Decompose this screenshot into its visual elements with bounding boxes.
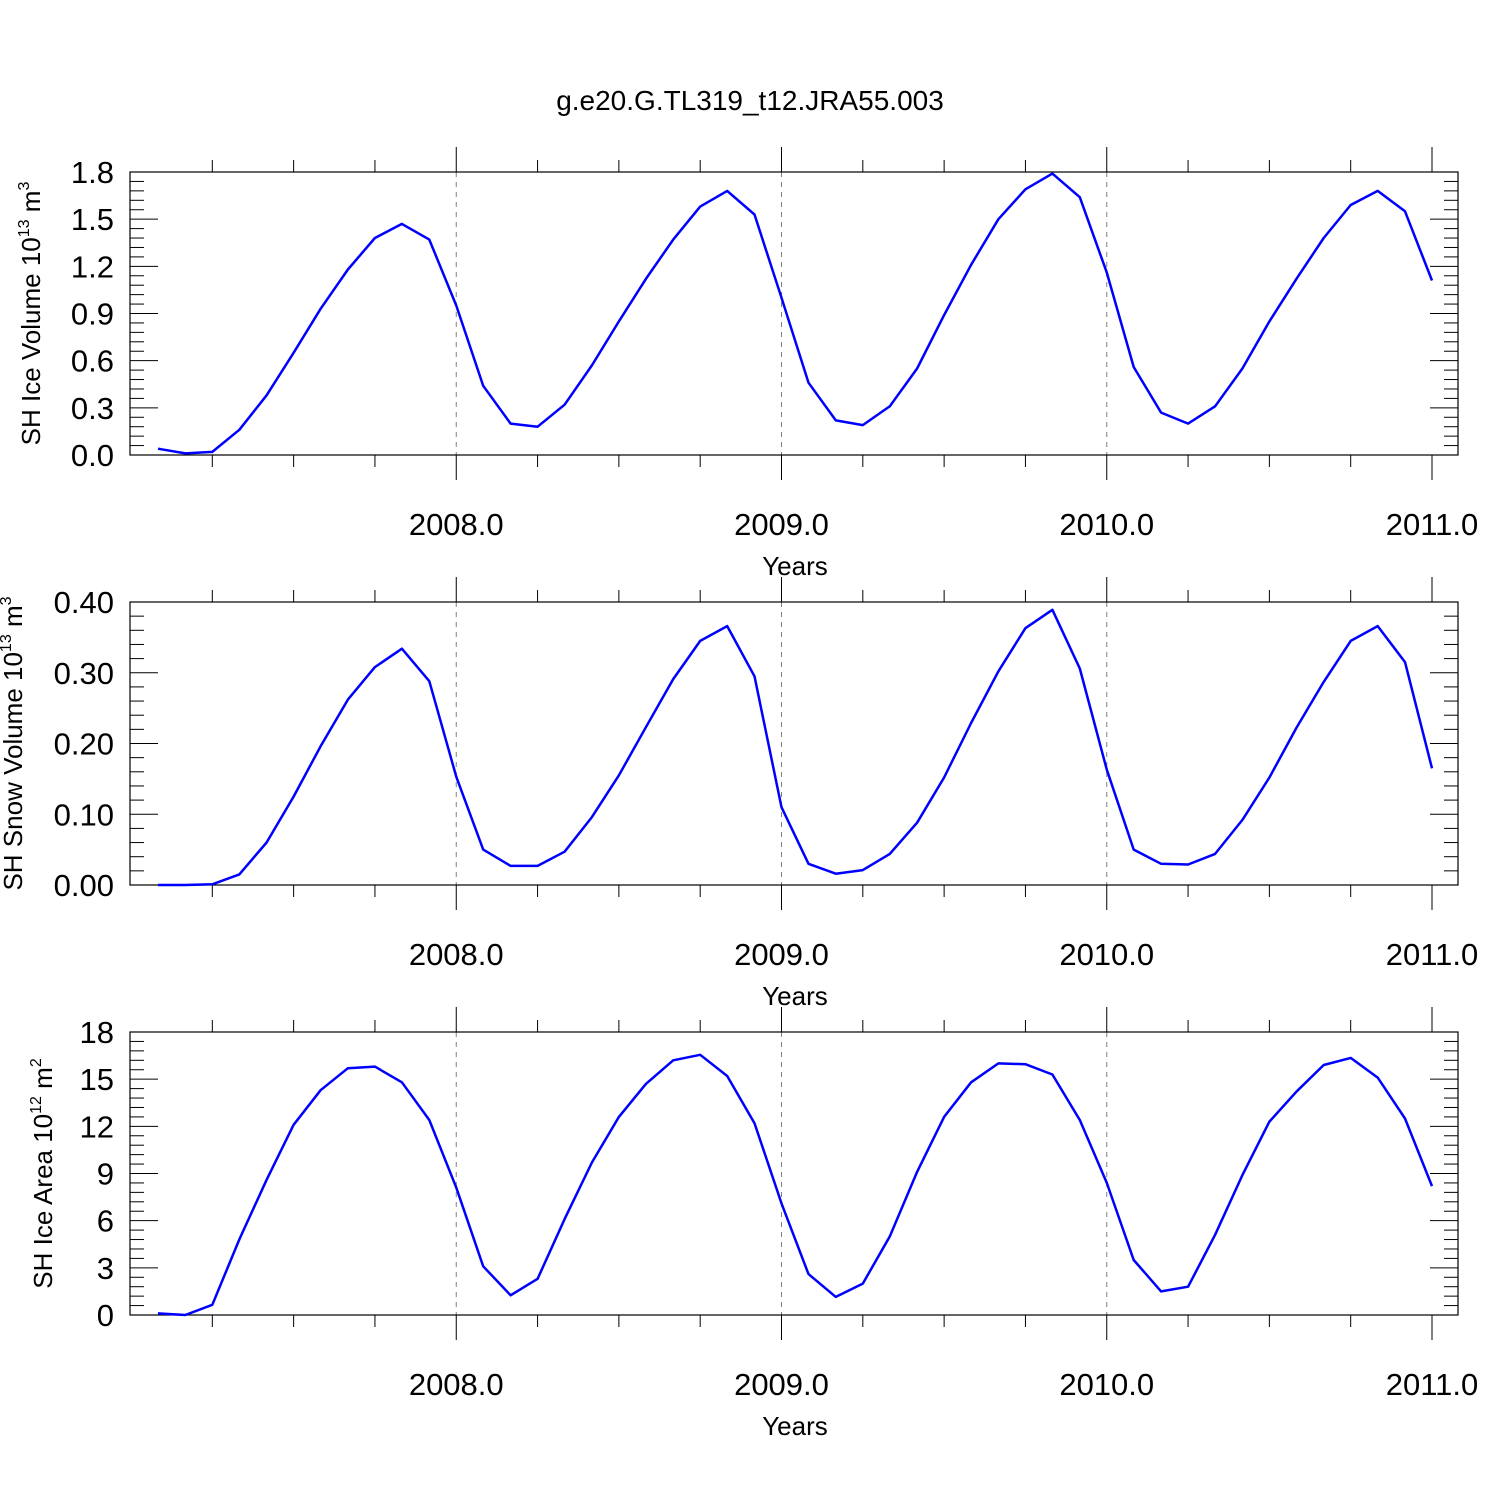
x-tick-label: 2008.0 — [409, 507, 504, 542]
y-axis-label: SH Snow Volume 1013 m3 — [0, 596, 28, 890]
x-tick-label: 2010.0 — [1059, 1367, 1154, 1402]
y-tick-label: 6 — [97, 1204, 114, 1239]
y-tick-label: 18 — [80, 1015, 114, 1050]
series-line — [158, 608, 1434, 887]
chart-panel-3: 2008.0 2009.0 2010.0 2011.0 Years 0 3 6 9 12 15 18 S… — [28, 1007, 1478, 1441]
y-axis-label: SH Ice Area 1012 m2 — [28, 1058, 58, 1289]
y-tick-label: 0.40 — [54, 585, 114, 620]
y-axis-label-text: SH Ice Area 10 — [28, 1114, 58, 1289]
plot-frame — [129, 171, 1459, 456]
y-tick-label: 9 — [97, 1157, 114, 1192]
y-axis-label-exponent: 13 — [0, 634, 15, 652]
y-axis-label-unit: m — [16, 191, 46, 220]
y-axis-label-exponent: 13 — [16, 219, 33, 237]
x-axis-label: Years — [762, 551, 828, 581]
y-axis-label-text: SH Snow Volume 10 — [0, 652, 28, 890]
x-tick-label: 2009.0 — [734, 937, 829, 972]
y-tick-label: 0 — [97, 1298, 114, 1333]
y-tick-label: 1.2 — [71, 249, 114, 284]
y-tick-label: 0.0 — [71, 438, 114, 473]
x-tick-label: 2008.0 — [409, 937, 504, 972]
y-tick-label: 0.30 — [54, 656, 114, 691]
chart-title: g.e20.G.TL319_t12.JRA55.003 — [556, 85, 944, 116]
chart-panel-2: 2008.0 2009.0 2010.0 2011.0 Years 0.00 0.10 0.2… — [0, 577, 1478, 1011]
y-axis-label-unit-exponent: 2 — [28, 1058, 45, 1067]
x-tick-label: 2011.0 — [1386, 507, 1479, 542]
x-tick-label: 2008.0 — [409, 1367, 504, 1402]
y-axis-label: SH Ice Volume 1013 m3 — [16, 182, 46, 446]
x-axis-label: Years — [762, 981, 828, 1011]
y-tick-label: 0.00 — [54, 868, 114, 903]
plot-frame — [129, 1031, 1459, 1316]
y-axis-label-exponent: 12 — [28, 1096, 45, 1114]
series-line — [157, 172, 1434, 455]
y-tick-label: 0.3 — [71, 391, 114, 426]
y-tick-label: 1.5 — [71, 202, 114, 237]
x-tick-label: 2011.0 — [1386, 937, 1479, 972]
x-tick-label: 2009.0 — [734, 1367, 829, 1402]
y-tick-label: 15 — [80, 1062, 114, 1097]
y-tick-label: 12 — [80, 1109, 114, 1144]
y-tick-label: 3 — [97, 1251, 114, 1286]
series-line — [157, 1053, 1434, 1317]
y-tick-label: 0.6 — [71, 344, 114, 379]
x-tick-label: 2010.0 — [1059, 507, 1154, 542]
chart-panel-1: 2008.0 2009.0 2010.0 2011.0 Years 0.0 0.3 0.6 0.… — [16, 147, 1478, 581]
x-tick-label: 2010.0 — [1059, 937, 1154, 972]
y-tick-label: 0.20 — [54, 727, 114, 762]
y-axis-label-unit-exponent: 3 — [0, 596, 15, 605]
x-axis-label: Years — [762, 1411, 828, 1441]
plot-frame — [129, 601, 1459, 886]
y-axis-label-text: SH Ice Volume 10 — [16, 237, 46, 445]
x-tick-label: 2009.0 — [734, 507, 829, 542]
y-axis-label-unit-exponent: 3 — [16, 182, 33, 191]
y-tick-label: 1.8 — [71, 155, 114, 190]
y-axis-label-unit: m — [0, 605, 28, 634]
y-tick-label: 0.10 — [54, 797, 114, 832]
panels: 2008.0 2009.0 2010.0 2011.0 Years 0.0 0.3 0.6 0.… — [0, 147, 1478, 1441]
y-axis-label-unit: m — [28, 1067, 58, 1096]
y-tick-label: 0.9 — [71, 297, 114, 332]
x-tick-label: 2011.0 — [1386, 1367, 1479, 1402]
